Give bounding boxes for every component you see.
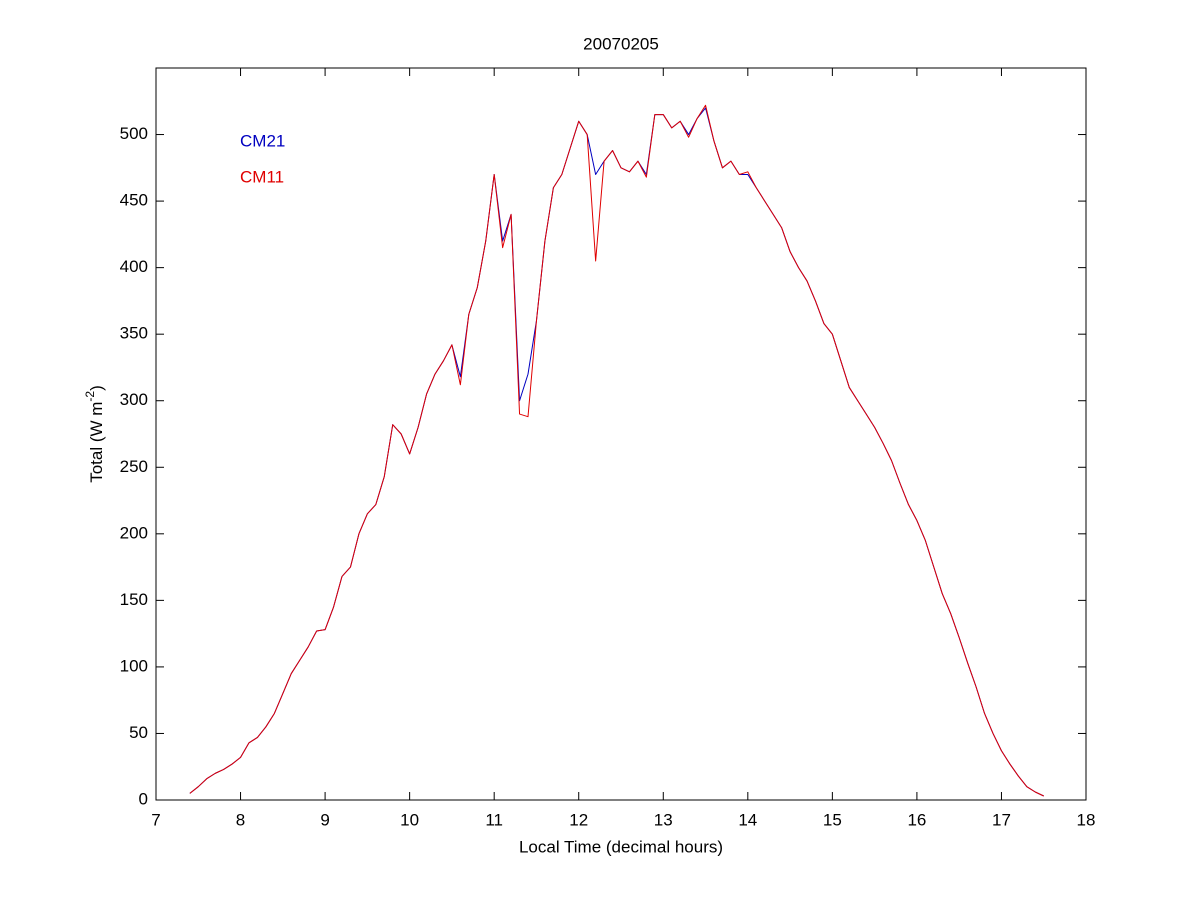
- y-tick-label: 400: [120, 257, 148, 276]
- y-tick-label: 150: [120, 590, 148, 609]
- y-axis-label-sup: -2: [83, 391, 97, 402]
- y-tick-label: 450: [120, 191, 148, 210]
- y-axis-label-text: Total (W m: [87, 402, 106, 483]
- x-axis-label: Local Time (decimal hours): [519, 837, 723, 856]
- y-axis-label: Total (W m-2): [83, 385, 106, 483]
- y-tick-label: 250: [120, 457, 148, 476]
- y-tick-label: 300: [120, 390, 148, 409]
- x-tick-label: 11: [485, 810, 503, 829]
- x-tick-label: 15: [823, 810, 842, 829]
- y-tick-label: 0: [139, 789, 148, 808]
- y-axis-label-suffix: ): [87, 385, 106, 391]
- x-tick-label: 13: [654, 810, 673, 829]
- y-tick-label: 50: [129, 723, 148, 742]
- y-tick-label: 100: [120, 656, 148, 675]
- x-tick-label: 9: [320, 810, 329, 829]
- legend-entry: CM21: [240, 131, 285, 150]
- x-tick-label: 18: [1077, 810, 1096, 829]
- x-tick-label: 14: [738, 810, 757, 829]
- y-tick-label: 350: [120, 324, 148, 343]
- x-tick-label: 7: [151, 810, 160, 829]
- series-line: [189, 104, 1044, 797]
- x-tick-label: 16: [907, 810, 926, 829]
- x-tick-label: 17: [992, 810, 1011, 829]
- legend-entry: CM11: [240, 167, 284, 186]
- y-tick-label: 200: [120, 523, 148, 542]
- y-tick-label: 500: [120, 124, 148, 143]
- x-tick-label: 8: [236, 810, 245, 829]
- x-tick-label: 10: [400, 810, 419, 829]
- x-tick-label: 12: [569, 810, 588, 829]
- chart-title: 20070205: [583, 34, 659, 53]
- plot-frame: [155, 67, 1087, 801]
